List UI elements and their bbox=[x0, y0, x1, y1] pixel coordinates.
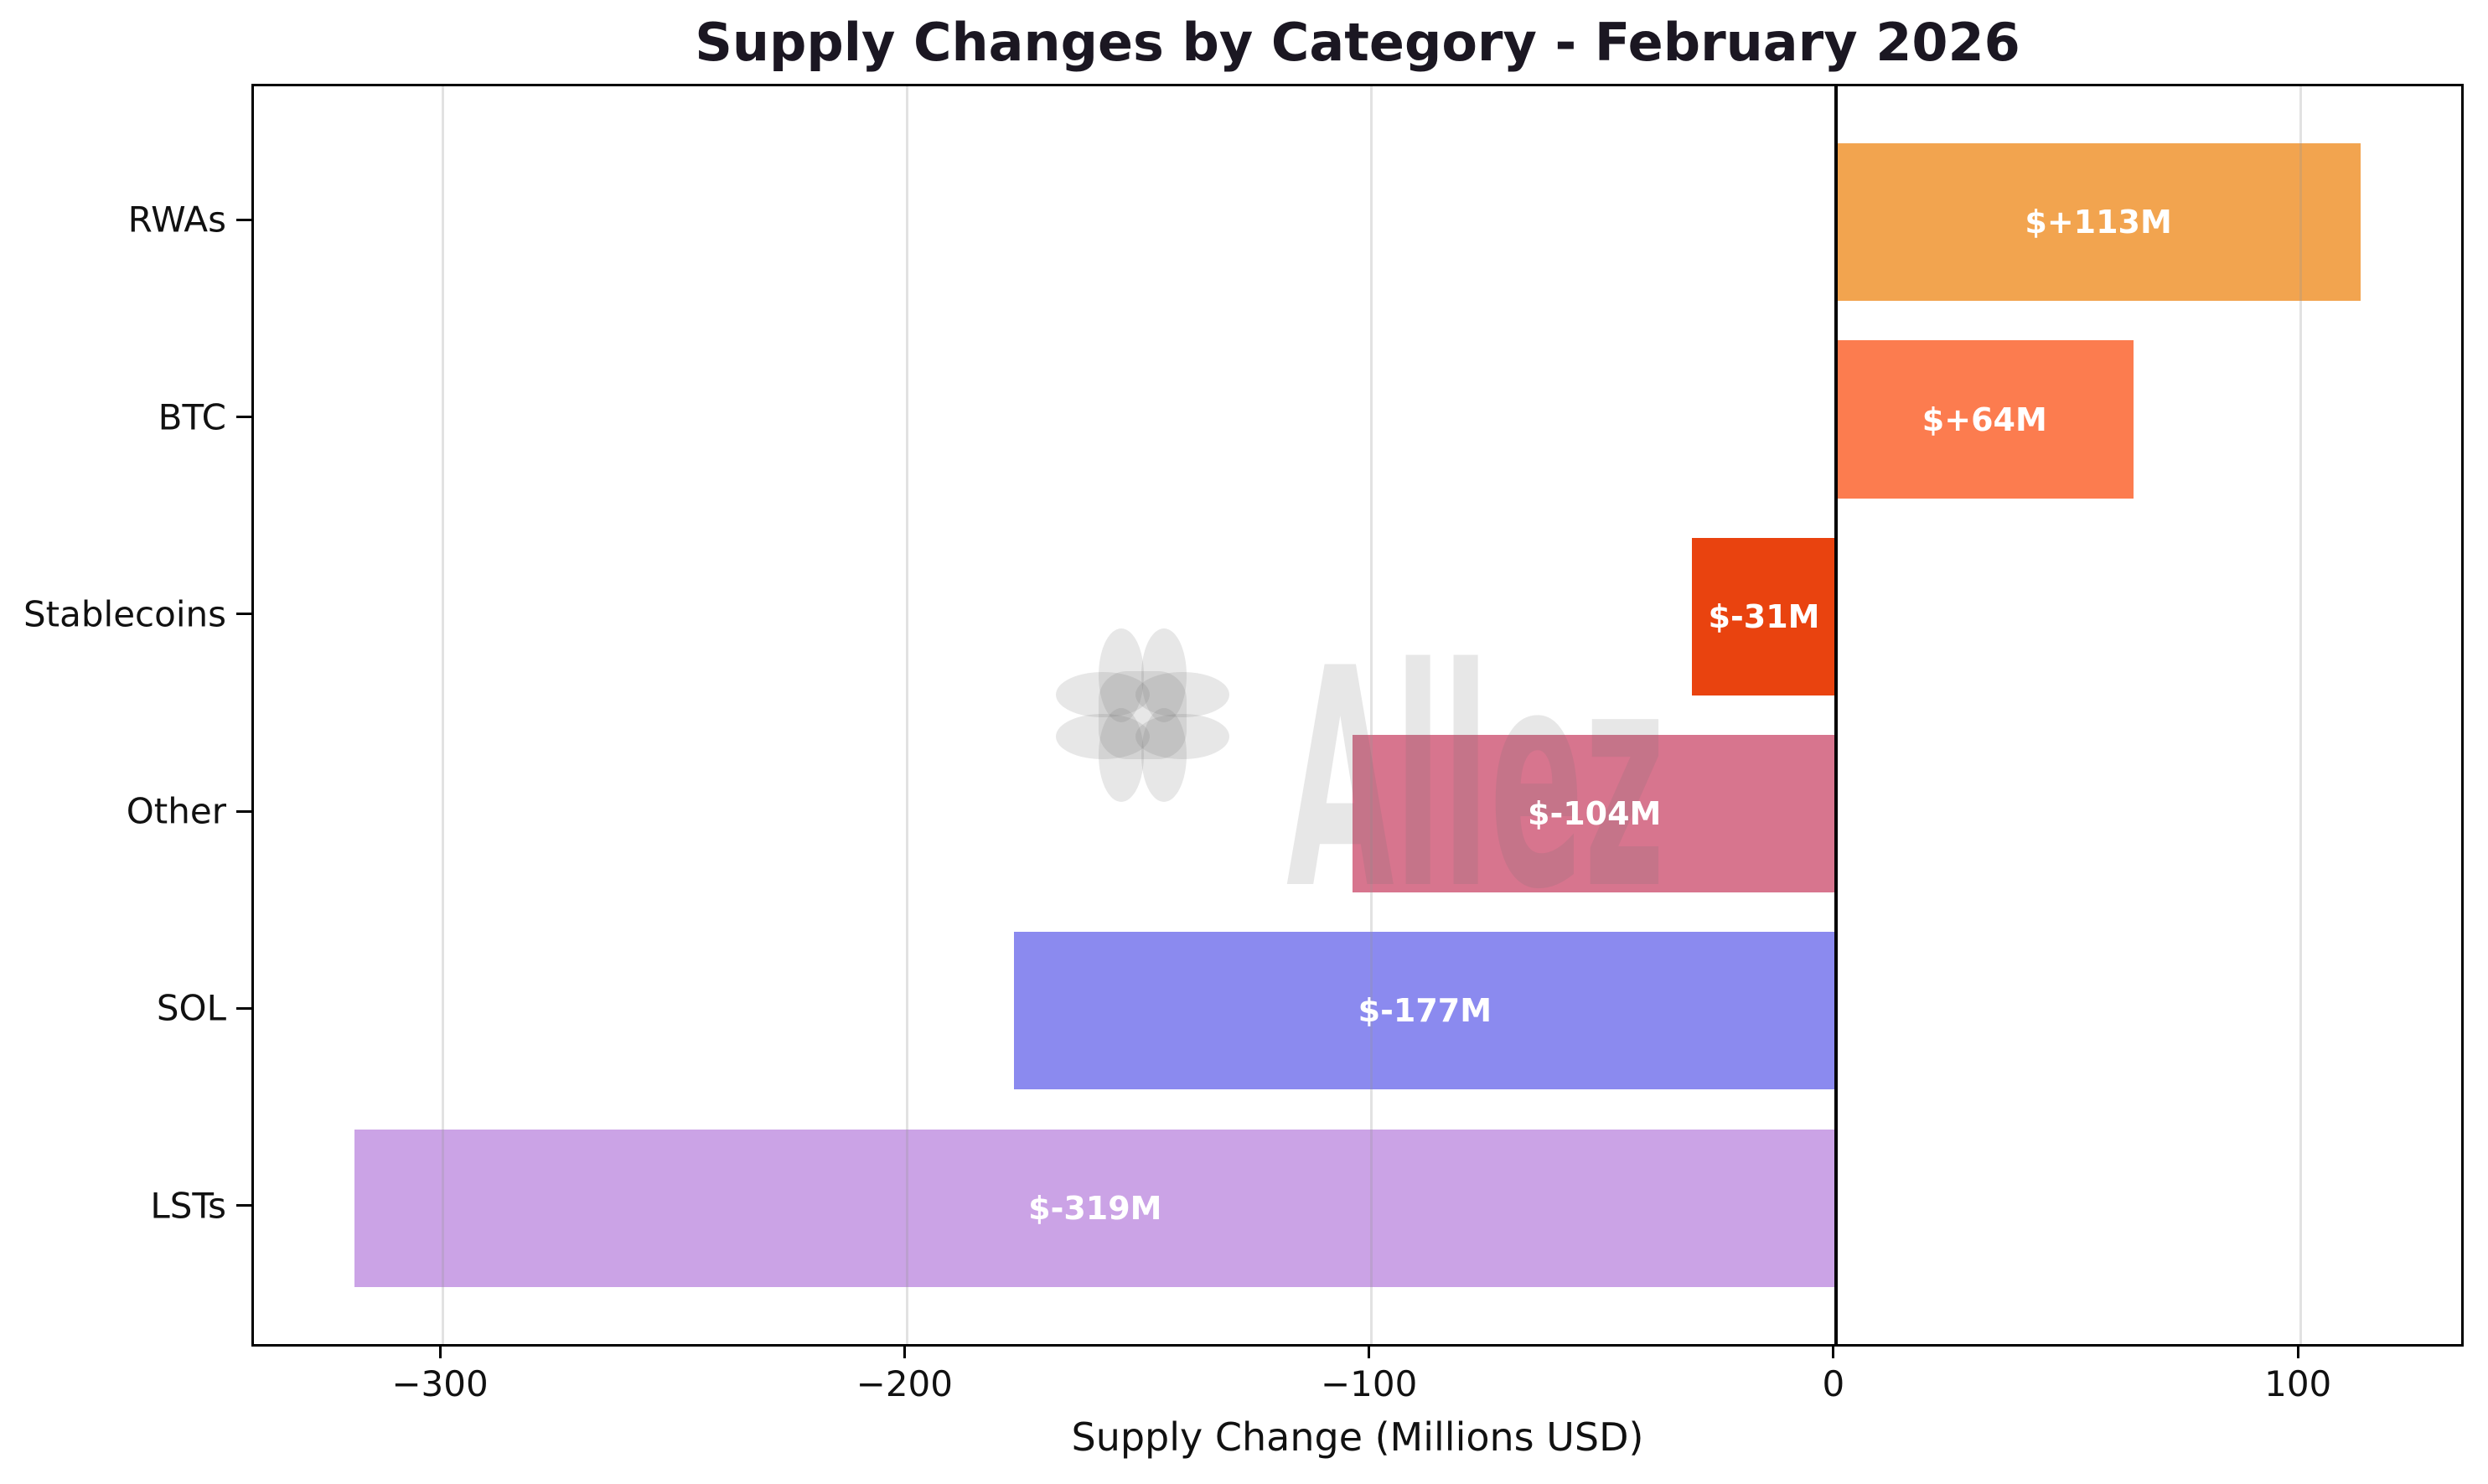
x-tick-mark--100 bbox=[1368, 1344, 1371, 1358]
gridline-x-100 bbox=[2299, 86, 2302, 1344]
y-tick-mark-lsts bbox=[236, 1204, 251, 1207]
gridline-x--100 bbox=[1370, 86, 1373, 1344]
x-tick-mark-0 bbox=[1832, 1344, 1835, 1358]
gridline-x--300 bbox=[441, 86, 444, 1344]
y-tick-label-other: Other bbox=[126, 790, 226, 832]
x-tick-mark--300 bbox=[438, 1344, 442, 1358]
x-tick-label-100: 100 bbox=[2264, 1363, 2332, 1404]
chart-title: Supply Changes by Category - February 20… bbox=[695, 12, 2020, 73]
bar-other bbox=[1353, 735, 1836, 893]
y-tick-mark-stablecoins bbox=[236, 613, 251, 616]
y-tick-label-stablecoins: Stablecoins bbox=[23, 593, 226, 635]
bar-btc bbox=[1835, 340, 2134, 499]
y-tick-mark-btc bbox=[236, 416, 251, 419]
bar-value-label-btc: $+64M bbox=[1922, 401, 2047, 438]
zero-layer bbox=[254, 86, 2461, 1344]
bar-lsts bbox=[354, 1129, 1836, 1287]
bar-stablecoins bbox=[1692, 537, 1836, 695]
bar-sol bbox=[1013, 932, 1836, 1090]
plot-area: Allez $+113M$+64M$-31M$-104M$-177M$-319M bbox=[251, 84, 2464, 1347]
bar-labels-layer: $+113M $+64M $-31M $-104M $-177M $-319M bbox=[254, 86, 2461, 1344]
y-tick-mark-other bbox=[236, 809, 251, 813]
x-tick-mark--200 bbox=[903, 1344, 906, 1358]
bar-value-label-lsts: $-319M bbox=[1028, 1189, 1162, 1227]
bar-value-label-rwas: $+113M bbox=[2025, 204, 2172, 241]
x-tick-label-0: 0 bbox=[1822, 1363, 1845, 1404]
y-tick-label-sol: SOL bbox=[156, 987, 226, 1029]
bar-rwas bbox=[1835, 143, 2361, 302]
bar-value-label-stablecoins: $-31M bbox=[1708, 597, 1820, 635]
x-axis-label: Supply Change (Millions USD) bbox=[1071, 1414, 1644, 1460]
bar-value-label-other: $-104M bbox=[1528, 795, 1662, 833]
x-tick-label--300: −300 bbox=[391, 1363, 489, 1404]
x-tick-mark-100 bbox=[2296, 1344, 2299, 1358]
y-tick-label-lsts: LSTs bbox=[150, 1185, 226, 1227]
y-tick-label-rwas: RWAs bbox=[127, 199, 226, 240]
y-tick-mark-rwas bbox=[236, 218, 251, 221]
gridline-x--200 bbox=[905, 86, 908, 1344]
y-tick-label-btc: BTC bbox=[158, 396, 226, 438]
x-tick-label--100: −100 bbox=[1320, 1363, 1418, 1404]
y-tick-mark-sol bbox=[236, 1006, 251, 1010]
bar-value-label-sol: $-177M bbox=[1358, 992, 1492, 1030]
zero-axis-line bbox=[1834, 86, 1838, 1344]
bars-layer bbox=[254, 86, 2461, 1344]
x-tick-label--200: −200 bbox=[856, 1363, 954, 1404]
